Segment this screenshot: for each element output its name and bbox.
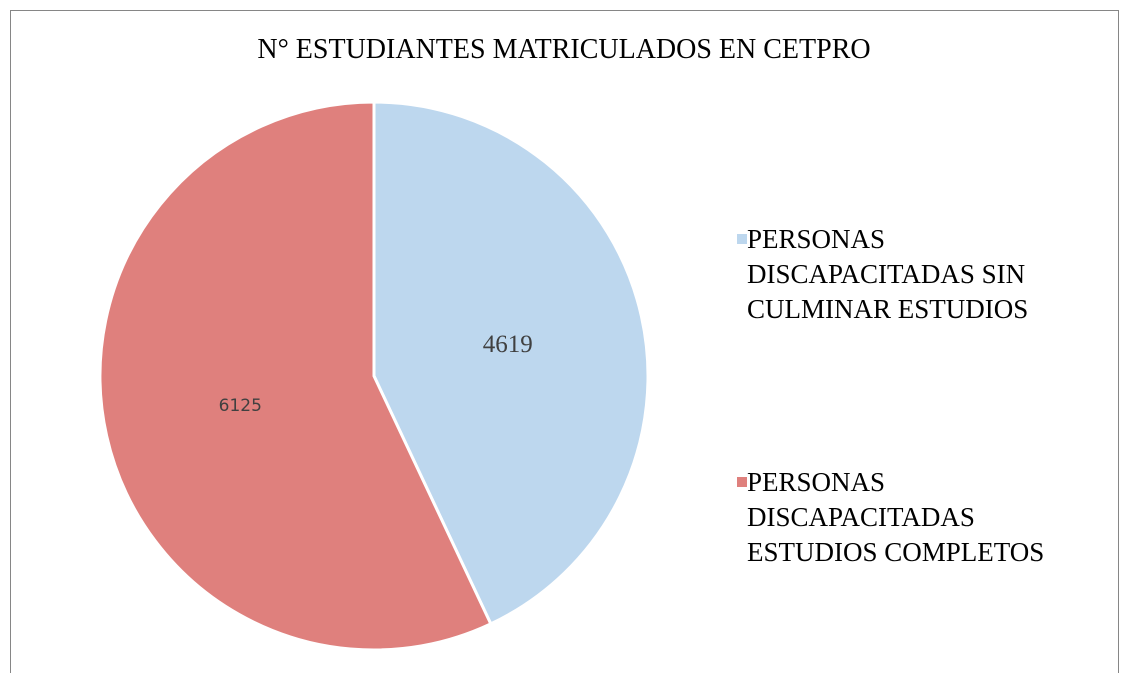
data-label: 6125 <box>219 396 262 416</box>
legend-swatch <box>737 234 747 244</box>
legend-label: PERSONAS DISCAPACITADAS ESTUDIOS COMPLET… <box>747 467 1045 567</box>
legend-label: PERSONAS DISCAPACITADAS SIN CULMINAR EST… <box>747 224 1029 324</box>
legend-item: PERSONAS DISCAPACITADAS ESTUDIOS COMPLET… <box>737 465 1097 570</box>
pie-slice <box>98 100 493 652</box>
pie-slice <box>372 100 650 626</box>
legend-item: PERSONAS DISCAPACITADAS SIN CULMINAR EST… <box>737 222 1097 327</box>
chart-title: N° ESTUDIANTES MATRICULADOS EN CETPRO <box>257 34 870 65</box>
data-label: 4619 <box>483 331 533 358</box>
frame <box>10 10 1119 673</box>
legend-swatch <box>737 477 747 487</box>
